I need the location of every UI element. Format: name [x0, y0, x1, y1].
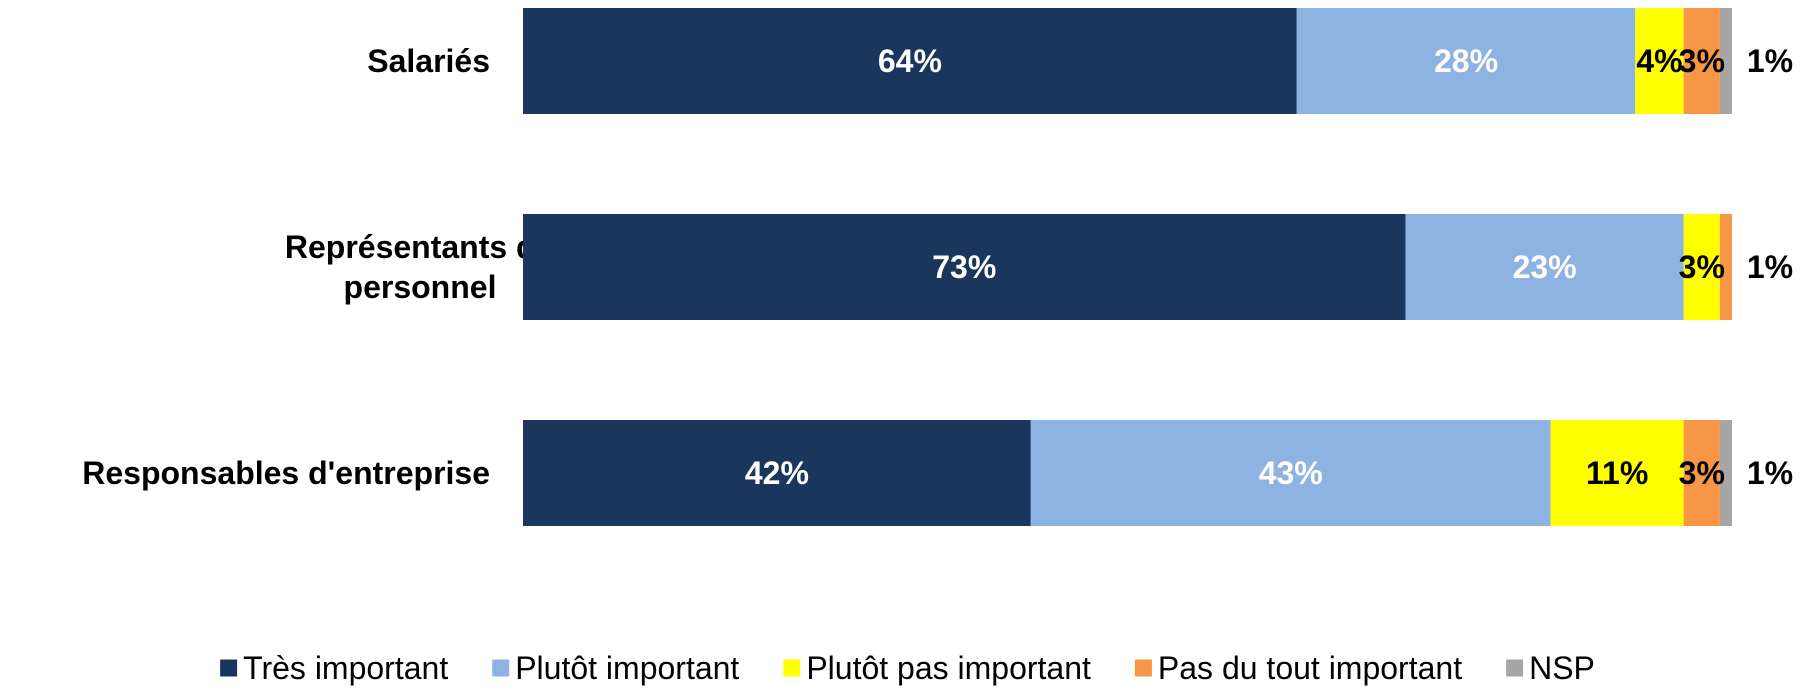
data-label: 3%: [1679, 43, 1725, 79]
data-label: 11%: [1586, 455, 1648, 491]
category-label: personnel: [344, 269, 497, 305]
legend-swatch: [783, 659, 801, 677]
data-label: 42%: [745, 455, 809, 491]
bar-segment: [1683, 214, 1720, 320]
bar-segment: [523, 420, 1031, 526]
bar-segment: [1683, 8, 1720, 114]
bar-segment: [1683, 420, 1720, 526]
legend-swatch: [1506, 659, 1524, 677]
legend-label: Plutôt important: [515, 650, 739, 686]
legend: Très important Plutôt important Plutôt pas…: [220, 650, 1595, 686]
category-label: Responsables d'entreprise: [82, 455, 490, 491]
bar-segment: [1030, 420, 1551, 526]
bar-segment: [1635, 8, 1684, 114]
bar-segment: [1719, 420, 1732, 526]
category-label: Salariés: [367, 43, 490, 79]
legend-label: Pas du tout important: [1158, 650, 1462, 686]
data-label: 1%: [1747, 43, 1793, 79]
legend-swatch: [220, 659, 238, 677]
data-label: 23%: [1513, 249, 1577, 285]
bar-segment: [1719, 214, 1732, 320]
legend-swatch: [492, 659, 510, 677]
bar-segment: [523, 8, 1297, 114]
bar-segment: [1296, 8, 1636, 114]
data-labels: 64% 28% 4%3% 1%73% 23% 3% 1%42% 43% 11% 3% 1%: [745, 43, 1793, 491]
bars: [523, 8, 1732, 526]
data-label: 3%: [1679, 249, 1725, 285]
data-label: 3%: [1679, 455, 1725, 491]
data-label: 1%: [1747, 455, 1793, 491]
legend-label: Très important: [243, 650, 448, 686]
bar-segment: [1719, 8, 1732, 114]
data-label: 1%: [1747, 249, 1793, 285]
bar-segment: [1550, 420, 1684, 526]
category-labels: Salariés Représentants du personnel Respons…: [82, 43, 555, 491]
data-label: 4%: [1636, 43, 1682, 79]
bar-segment: [1405, 214, 1684, 320]
data-label: 28%: [1434, 43, 1498, 79]
legend-swatch: [1134, 659, 1152, 677]
data-label: 73%: [932, 249, 996, 285]
bar-segment: [523, 214, 1406, 320]
legend-label: Plutôt pas important: [806, 650, 1091, 686]
data-label: 64%: [878, 43, 942, 79]
legend-label: NSP: [1529, 650, 1595, 686]
category-label: Représentants du: [285, 229, 555, 265]
data-label: 43%: [1259, 455, 1323, 491]
